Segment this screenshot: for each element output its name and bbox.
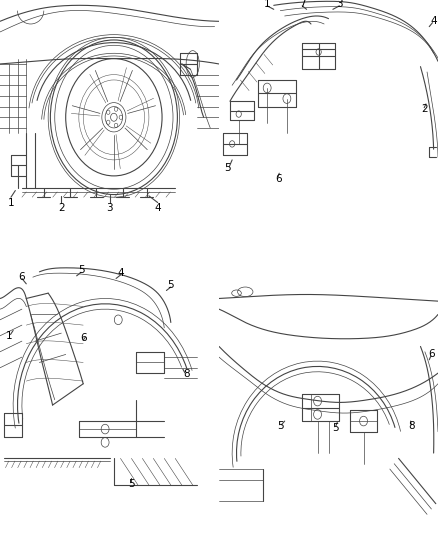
Text: 3: 3 — [336, 0, 343, 9]
Text: 1: 1 — [264, 0, 271, 9]
Text: 5: 5 — [224, 163, 231, 173]
Text: 5: 5 — [332, 423, 339, 433]
Text: 1: 1 — [5, 331, 12, 341]
Text: 5: 5 — [167, 280, 174, 290]
Text: 6: 6 — [18, 272, 25, 282]
Text: 6: 6 — [428, 350, 435, 359]
Text: 4: 4 — [117, 268, 124, 278]
Text: 4: 4 — [430, 17, 437, 26]
Text: 5: 5 — [277, 422, 284, 431]
Text: 5: 5 — [78, 265, 85, 276]
Text: 2: 2 — [58, 203, 65, 213]
Text: 2: 2 — [421, 104, 428, 114]
Text: 6: 6 — [80, 334, 87, 343]
Text: 6: 6 — [275, 174, 282, 183]
Text: 8: 8 — [183, 369, 190, 379]
Text: 4: 4 — [154, 203, 161, 213]
Text: 1: 1 — [7, 198, 14, 207]
Text: 5: 5 — [128, 479, 135, 489]
Text: 8: 8 — [408, 422, 415, 431]
Text: 3: 3 — [106, 203, 113, 213]
Text: 7: 7 — [299, 0, 306, 9]
